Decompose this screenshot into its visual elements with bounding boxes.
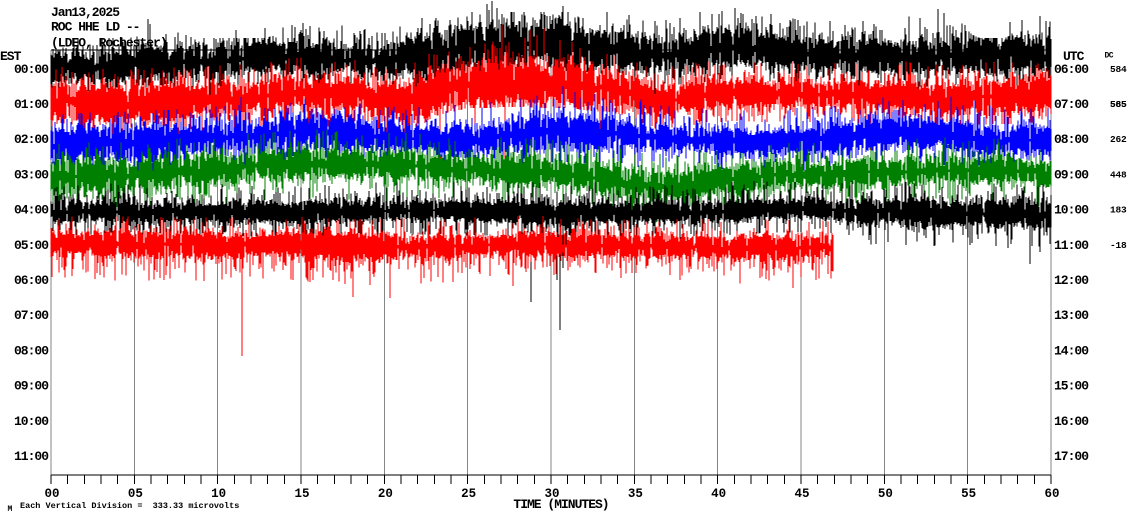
svg-text:60: 60 — [1044, 487, 1059, 501]
svg-text:565: 565 — [1110, 99, 1127, 110]
svg-text:15:00: 15:00 — [1054, 379, 1089, 394]
svg-text:06:00: 06:00 — [14, 273, 49, 288]
svg-text:EST: EST — [0, 49, 22, 64]
svg-text:585: 585 — [1110, 99, 1127, 110]
svg-text:03:00: 03:00 — [14, 167, 49, 182]
svg-text:16:00: 16:00 — [1054, 414, 1089, 429]
svg-text:55: 55 — [961, 487, 976, 501]
svg-text:05: 05 — [128, 487, 143, 501]
svg-text:45: 45 — [794, 487, 809, 501]
svg-text:09:00: 09:00 — [14, 379, 49, 394]
svg-text:05:00: 05:00 — [14, 238, 49, 253]
svg-text:04:00: 04:00 — [14, 203, 49, 218]
svg-text:-18: -18 — [1110, 240, 1127, 251]
svg-text:DC: DC — [1105, 52, 1114, 61]
svg-text:14:00: 14:00 — [1054, 343, 1089, 358]
svg-text:262: 262 — [1110, 134, 1127, 145]
svg-text:00: 00 — [44, 487, 59, 501]
svg-text:Jan13,2025: Jan13,2025 — [51, 5, 120, 20]
svg-text:584: 584 — [1110, 64, 1127, 75]
svg-text:35: 35 — [628, 487, 643, 501]
svg-text:448: 448 — [1110, 169, 1127, 180]
svg-text:40: 40 — [711, 487, 726, 501]
svg-text:25: 25 — [461, 487, 476, 501]
svg-text:TIME (MINUTES): TIME (MINUTES) — [513, 497, 608, 512]
svg-text:08:00: 08:00 — [1054, 132, 1089, 147]
svg-text:Each Vertical Division = 333.: Each Vertical Division = 333.33 microvol… — [20, 501, 239, 511]
svg-text:10:00: 10:00 — [1054, 203, 1089, 218]
svg-text:01:00: 01:00 — [14, 97, 49, 112]
svg-text:183: 183 — [1110, 205, 1127, 216]
svg-text:12:00: 12:00 — [1054, 273, 1089, 288]
svg-text:UTC: UTC — [1063, 49, 1085, 64]
svg-text:ROC HHE LD --: ROC HHE LD -- — [51, 20, 139, 35]
svg-text:30: 30 — [544, 487, 559, 501]
svg-text:07:00: 07:00 — [1054, 97, 1089, 112]
svg-text:06:00: 06:00 — [1054, 62, 1089, 77]
svg-text:20: 20 — [378, 487, 393, 501]
svg-text:15: 15 — [294, 487, 309, 501]
svg-text:08:00: 08:00 — [14, 343, 49, 358]
svg-text:M: M — [8, 505, 13, 514]
svg-text:13:00: 13:00 — [1054, 308, 1089, 323]
svg-text:50: 50 — [878, 487, 893, 501]
svg-text:02:00: 02:00 — [14, 132, 49, 147]
svg-text:09:00: 09:00 — [1054, 167, 1089, 182]
svg-text:11:00: 11:00 — [14, 449, 49, 464]
svg-text:11:00: 11:00 — [1054, 238, 1089, 253]
svg-text:17:00: 17:00 — [1054, 449, 1089, 464]
svg-text:07:00: 07:00 — [14, 308, 49, 323]
svg-text:10: 10 — [211, 487, 226, 501]
svg-text:10:00: 10:00 — [14, 414, 49, 429]
svg-text:00:00: 00:00 — [14, 62, 49, 77]
